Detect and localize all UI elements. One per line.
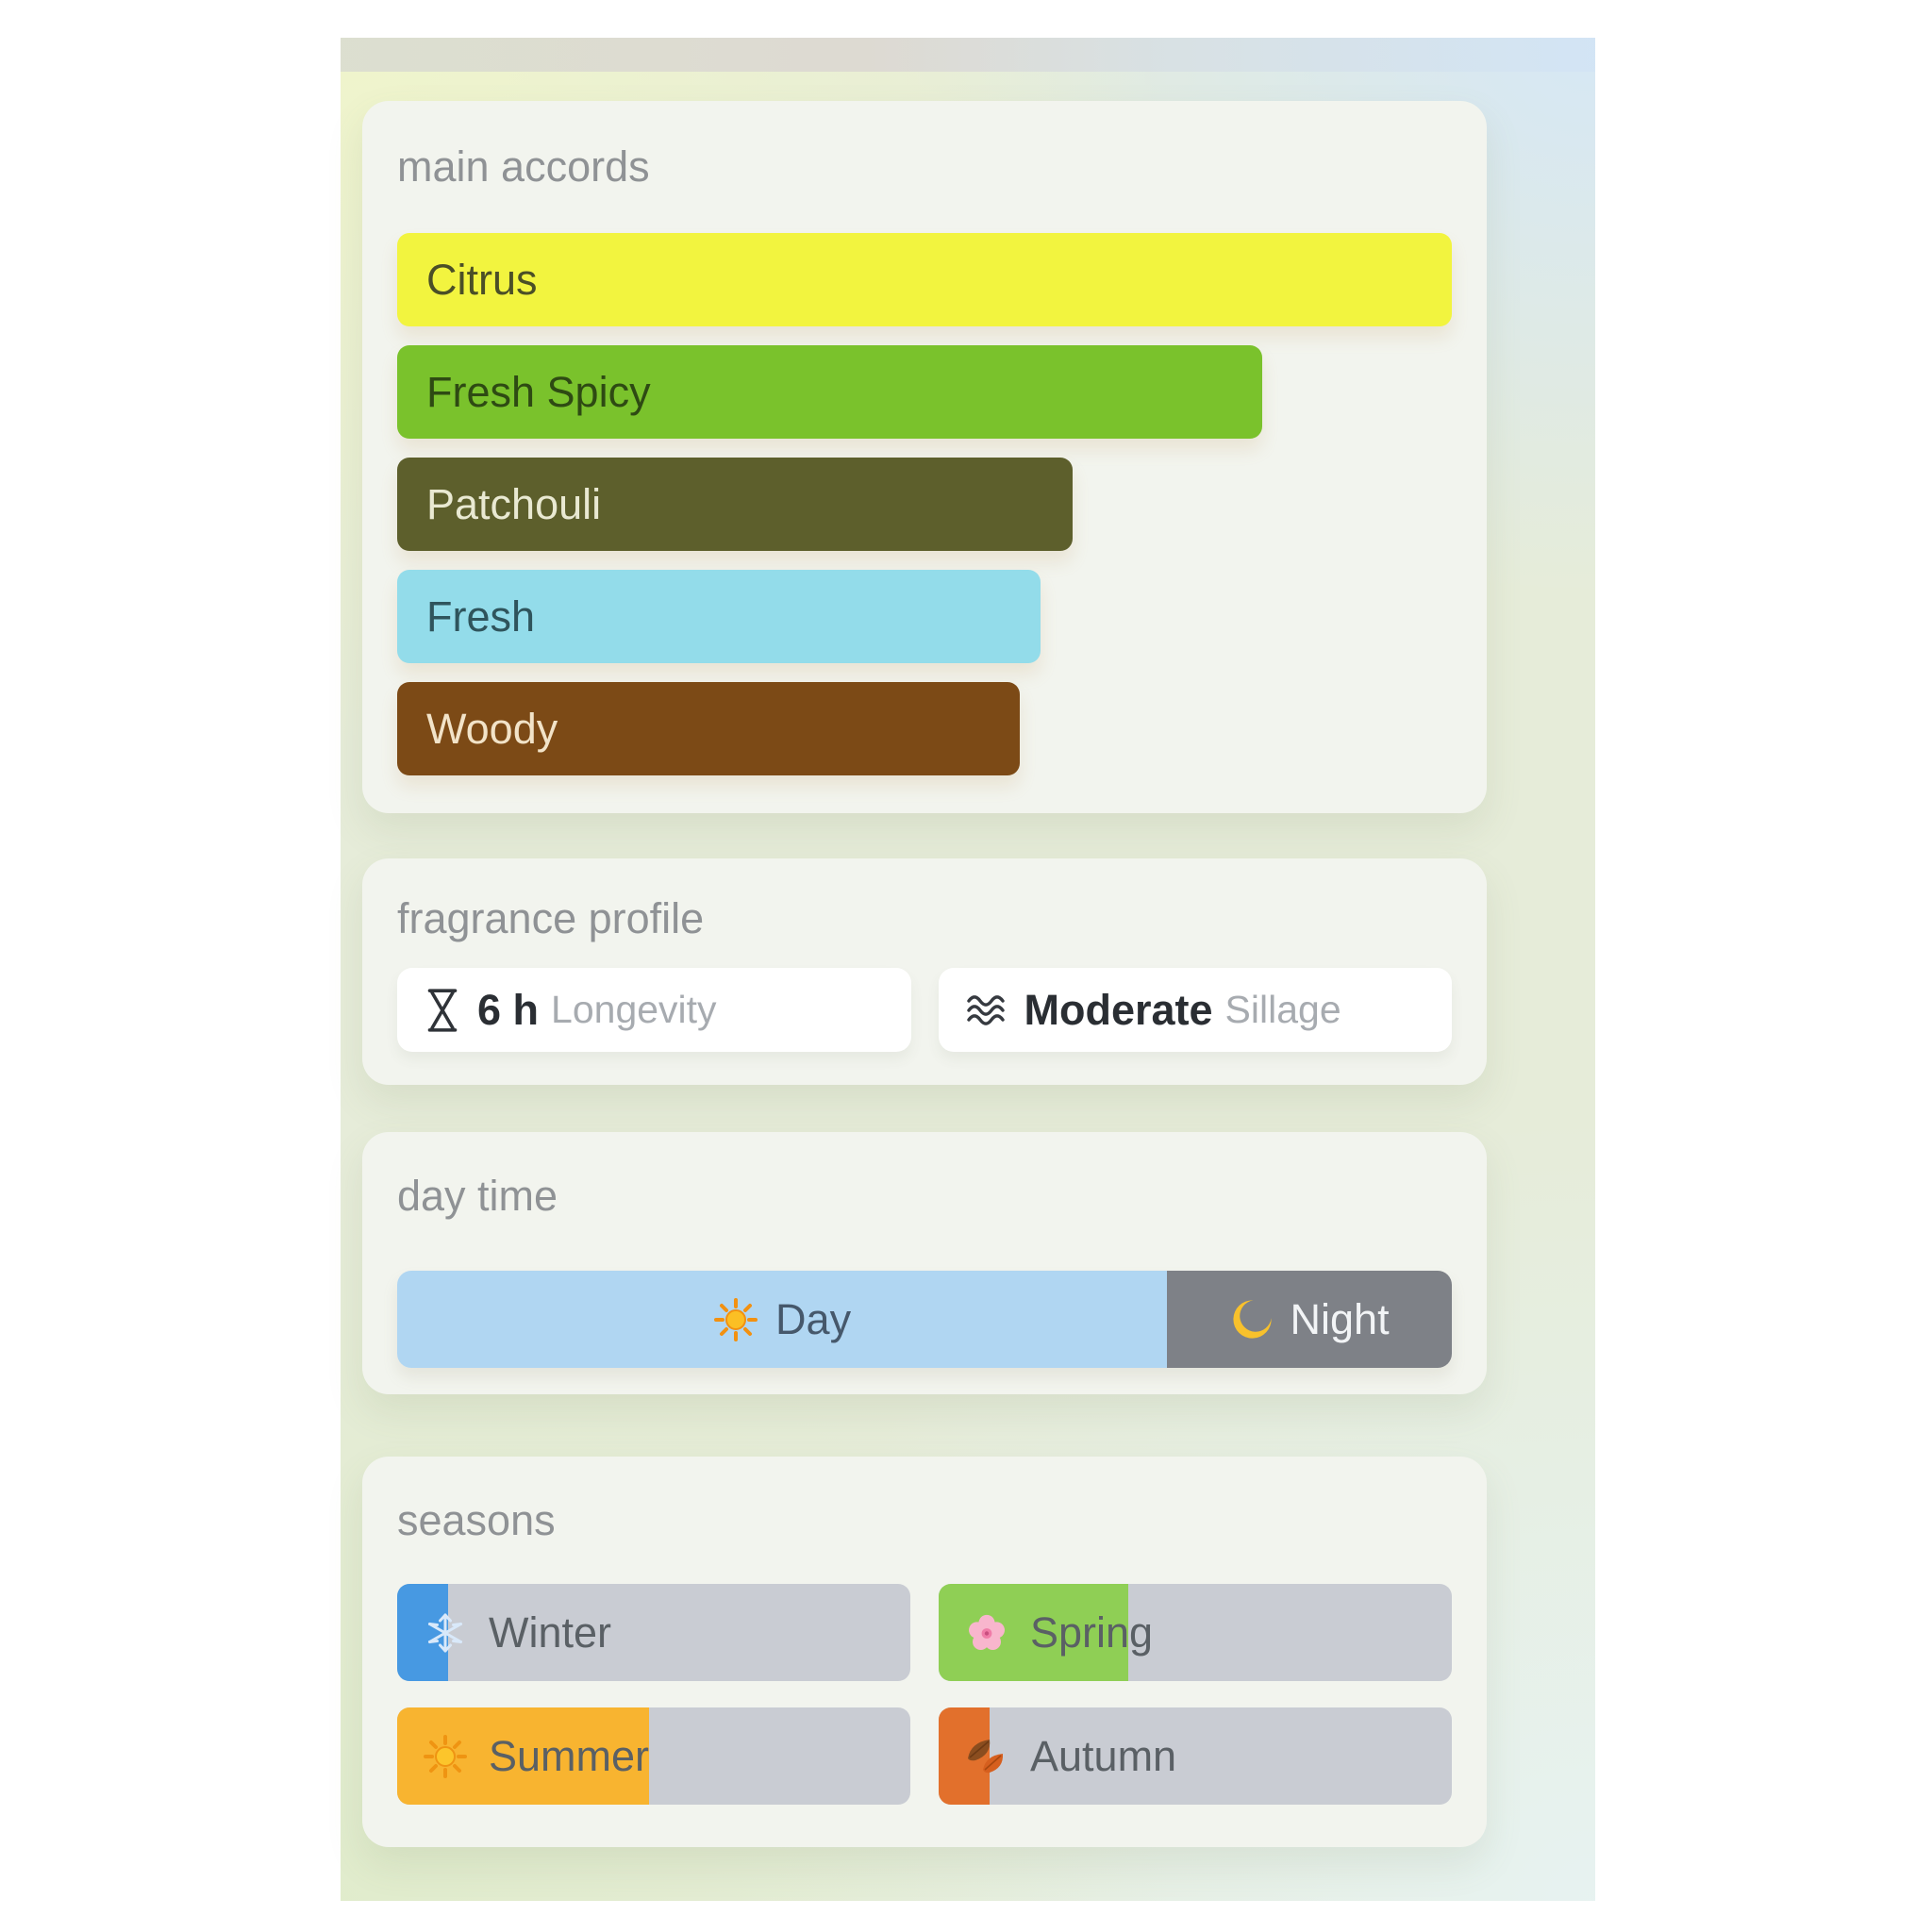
accord-label: Woody (426, 704, 558, 753)
sillage-value: Moderate (1024, 985, 1213, 1034)
top-gradient-strip (341, 38, 1595, 72)
day-night-bar: Day Night (397, 1271, 1452, 1368)
cherry-blossom-icon (964, 1610, 1009, 1656)
snowflake-icon (423, 1610, 468, 1656)
day-time-title: day time (397, 1172, 558, 1220)
season-winter[interactable]: Winter (397, 1584, 910, 1681)
accord-bar-fresh: Fresh (397, 570, 1041, 663)
accord-bar-fresh-spicy: Fresh Spicy (397, 345, 1262, 439)
day-segment[interactable]: Day (397, 1271, 1168, 1368)
accord-label: Fresh (426, 591, 536, 641)
night-segment[interactable]: Night (1167, 1271, 1452, 1368)
season-spring-label: Spring (1030, 1607, 1154, 1657)
sillage-label: Sillage (1224, 988, 1341, 1031)
season-autumn[interactable]: Autumn (939, 1707, 1452, 1805)
waves-icon (964, 991, 1009, 1029)
profile-chips-row: 6 h Longevity Moderate Sillage (397, 968, 1452, 1052)
season-summer-label: Summer (489, 1731, 650, 1780)
moon-icon (1224, 1292, 1279, 1347)
accord-bar-woody: Woody (397, 682, 1020, 775)
accord-label: Citrus (426, 255, 538, 304)
accord-label: Fresh Spicy (426, 367, 651, 416)
content-column: main accords Citrus Fresh Spicy Patchoul… (341, 38, 1595, 1901)
day-label: Day (775, 1294, 852, 1343)
sillage-chip: Moderate Sillage (938, 968, 1452, 1052)
hourglass-icon (423, 987, 462, 1034)
main-accords-title: main accords (397, 142, 650, 191)
fragrance-profile-title: fragrance profile (397, 894, 705, 942)
autumn-leaves-icon (964, 1734, 1009, 1779)
longevity-chip: 6 h Longevity (397, 968, 911, 1052)
seasons-title: seasons (397, 1496, 556, 1544)
season-summer[interactable]: Summer (397, 1707, 910, 1805)
longevity-value: 6 h (477, 985, 540, 1034)
seasons-grid: Winter (397, 1584, 1452, 1805)
seasons-card: seasons Winter (362, 1457, 1487, 1847)
season-autumn-label: Autumn (1030, 1731, 1177, 1780)
fragrance-profile-card: fragrance profile 6 h Longevity (362, 858, 1487, 1085)
main-accords-card: main accords Citrus Fresh Spicy Patchoul… (362, 101, 1487, 813)
longevity-label: Longevity (551, 988, 717, 1031)
season-spring[interactable]: Spring (939, 1584, 1452, 1681)
season-winter-label: Winter (489, 1607, 612, 1657)
sun-icon (713, 1297, 758, 1342)
accord-bar-patchouli: Patchouli (397, 458, 1073, 551)
day-time-card: day time Day (362, 1132, 1487, 1394)
night-label: Night (1290, 1294, 1390, 1343)
accord-bar-citrus: Citrus (397, 233, 1452, 326)
season-winter-fill (397, 1584, 449, 1681)
sun-icon (423, 1734, 468, 1779)
accord-label: Patchouli (426, 479, 602, 528)
